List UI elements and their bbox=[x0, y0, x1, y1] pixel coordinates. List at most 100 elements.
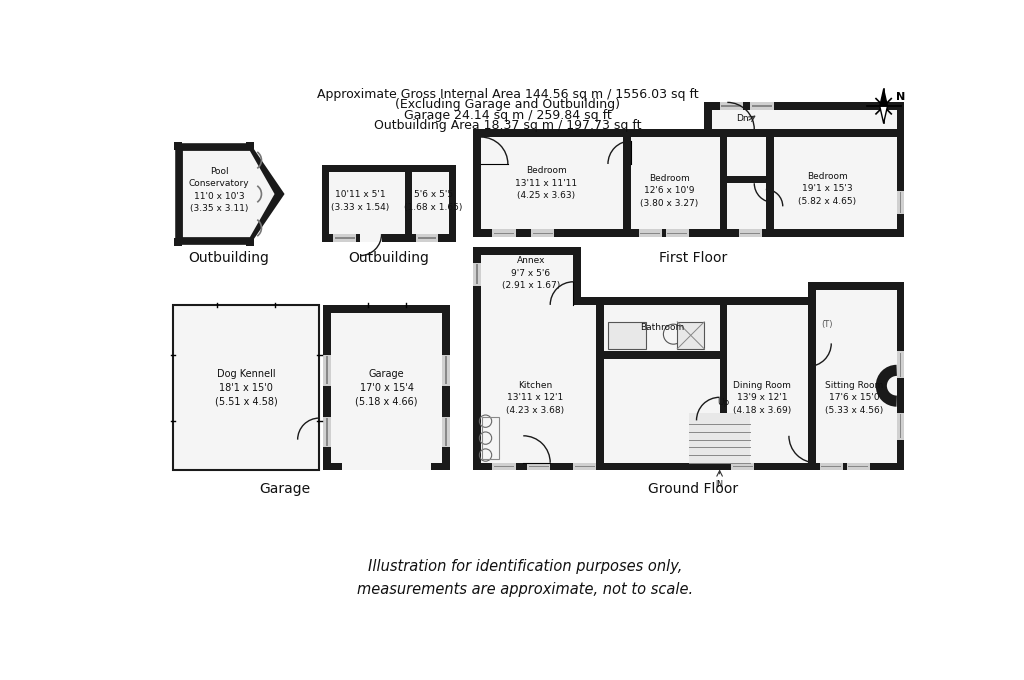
Bar bbox=[531, 229, 554, 237]
Bar bbox=[900, 353, 901, 377]
Bar bbox=[733, 466, 753, 467]
Bar bbox=[481, 137, 897, 229]
Bar bbox=[816, 290, 897, 305]
Text: (T): (T) bbox=[821, 320, 834, 328]
Bar bbox=[481, 305, 897, 463]
Bar bbox=[624, 137, 631, 229]
Bar bbox=[720, 137, 727, 229]
Bar bbox=[445, 418, 447, 446]
Bar bbox=[900, 414, 901, 438]
Bar bbox=[720, 305, 727, 463]
Bar bbox=[712, 110, 897, 129]
Polygon shape bbox=[183, 151, 274, 237]
Bar bbox=[360, 234, 382, 242]
Bar bbox=[331, 313, 442, 463]
Bar bbox=[766, 145, 773, 178]
Bar bbox=[326, 356, 328, 384]
Bar bbox=[473, 297, 904, 471]
Bar bbox=[473, 247, 581, 305]
Polygon shape bbox=[880, 106, 888, 123]
Text: Kitchen
13'11 x 12'1
(4.23 x 3.68): Kitchen 13'11 x 12'1 (4.23 x 3.68) bbox=[506, 381, 564, 415]
Text: Garage
17'0 x 15'4
(5.18 x 4.66): Garage 17'0 x 15'4 (5.18 x 4.66) bbox=[355, 369, 418, 407]
Text: Garage 24.14 sq m / 259.84 sq ft: Garage 24.14 sq m / 259.84 sq ft bbox=[404, 109, 611, 122]
Bar bbox=[847, 463, 869, 471]
Bar bbox=[494, 233, 514, 234]
Bar bbox=[418, 237, 436, 239]
Bar bbox=[689, 413, 751, 463]
Bar bbox=[342, 463, 431, 471]
Bar bbox=[404, 173, 413, 234]
Bar bbox=[751, 103, 773, 110]
Bar bbox=[677, 322, 705, 349]
Bar bbox=[666, 229, 689, 237]
Bar bbox=[473, 129, 904, 237]
Text: IN: IN bbox=[716, 479, 724, 489]
Bar bbox=[335, 237, 354, 239]
Bar bbox=[668, 233, 687, 234]
Bar bbox=[808, 282, 904, 305]
Text: Sitting Room
17'6 x 15'0
(5.33 x 4.56): Sitting Room 17'6 x 15'0 (5.33 x 4.56) bbox=[825, 381, 884, 415]
Bar bbox=[445, 356, 447, 384]
Bar bbox=[333, 234, 356, 242]
Text: 10'11 x 5'1
(3.33 x 1.54): 10'11 x 5'1 (3.33 x 1.54) bbox=[331, 190, 389, 211]
Bar bbox=[528, 466, 549, 467]
Bar bbox=[246, 142, 254, 150]
Bar bbox=[821, 466, 842, 467]
Bar bbox=[173, 305, 319, 471]
Text: Illustration for identification purposes only,
measurements are approximate, not: Illustration for identification purposes… bbox=[356, 559, 693, 598]
Bar bbox=[604, 351, 720, 359]
Polygon shape bbox=[175, 143, 285, 245]
Bar bbox=[596, 305, 604, 463]
Bar bbox=[897, 191, 904, 214]
Bar bbox=[476, 264, 478, 284]
Bar bbox=[720, 103, 742, 110]
Bar bbox=[900, 192, 901, 212]
Text: Dn: Dn bbox=[736, 114, 749, 123]
Bar bbox=[493, 229, 515, 237]
Text: Bedroom
19'1 x 15'3
(5.82 x 4.65): Bedroom 19'1 x 15'3 (5.82 x 4.65) bbox=[799, 171, 856, 205]
Bar bbox=[721, 105, 741, 107]
Bar bbox=[527, 463, 550, 471]
Text: Dining Room
13'9 x 12'1
(4.18 x 3.69): Dining Room 13'9 x 12'1 (4.18 x 3.69) bbox=[733, 381, 792, 415]
Bar bbox=[416, 234, 438, 242]
Bar bbox=[848, 466, 868, 467]
Bar bbox=[819, 463, 843, 471]
Text: N: N bbox=[896, 92, 905, 102]
Bar bbox=[766, 137, 773, 183]
Polygon shape bbox=[880, 89, 888, 106]
Bar bbox=[574, 466, 595, 467]
Text: Approximate Gross Internal Area 144.56 sq m / 1556.03 sq ft: Approximate Gross Internal Area 144.56 s… bbox=[317, 88, 698, 101]
Bar bbox=[740, 233, 761, 234]
Text: Bedroom
13'11 x 11'11
(4.25 x 3.63): Bedroom 13'11 x 11'11 (4.25 x 3.63) bbox=[515, 166, 578, 200]
Bar bbox=[323, 417, 331, 447]
Bar bbox=[897, 413, 904, 440]
Text: Annex
9'7 x 5'6
(2.91 x 1.67): Annex 9'7 x 5'6 (2.91 x 1.67) bbox=[502, 256, 560, 290]
Text: Dog Kennell
18'1 x 15'0
(5.51 x 4.58): Dog Kennell 18'1 x 15'0 (5.51 x 4.58) bbox=[215, 369, 278, 407]
Bar bbox=[727, 175, 766, 183]
Bar bbox=[322, 165, 457, 242]
Text: Ground Floor: Ground Floor bbox=[647, 482, 737, 496]
Bar bbox=[326, 418, 328, 446]
Bar bbox=[705, 103, 904, 137]
Text: (Excluding Garage and Outbuilding): (Excluding Garage and Outbuilding) bbox=[395, 98, 621, 111]
Bar bbox=[608, 322, 646, 349]
Bar bbox=[442, 417, 451, 447]
Bar bbox=[639, 229, 662, 237]
Text: Outbuilding: Outbuilding bbox=[188, 251, 269, 265]
Bar bbox=[766, 170, 773, 229]
Bar bbox=[752, 105, 772, 107]
Bar bbox=[739, 229, 762, 237]
Text: Up: Up bbox=[718, 398, 729, 407]
Bar bbox=[640, 233, 660, 234]
Text: Outbuilding Area 18.37 sq m / 197.73 sq ft: Outbuilding Area 18.37 sq m / 197.73 sq … bbox=[374, 119, 642, 133]
Bar bbox=[246, 238, 254, 245]
Bar bbox=[174, 142, 182, 150]
Bar bbox=[494, 466, 514, 467]
Bar bbox=[473, 262, 481, 286]
Bar bbox=[482, 417, 500, 459]
Text: Pool
Conservatory
11'0 x 10'3
(3.35 x 3.11): Pool Conservatory 11'0 x 10'3 (3.35 x 3.… bbox=[188, 167, 250, 214]
Bar bbox=[493, 463, 515, 471]
Text: Bathroom: Bathroom bbox=[640, 324, 684, 333]
Text: First Floor: First Floor bbox=[658, 251, 727, 265]
Bar bbox=[573, 463, 596, 471]
